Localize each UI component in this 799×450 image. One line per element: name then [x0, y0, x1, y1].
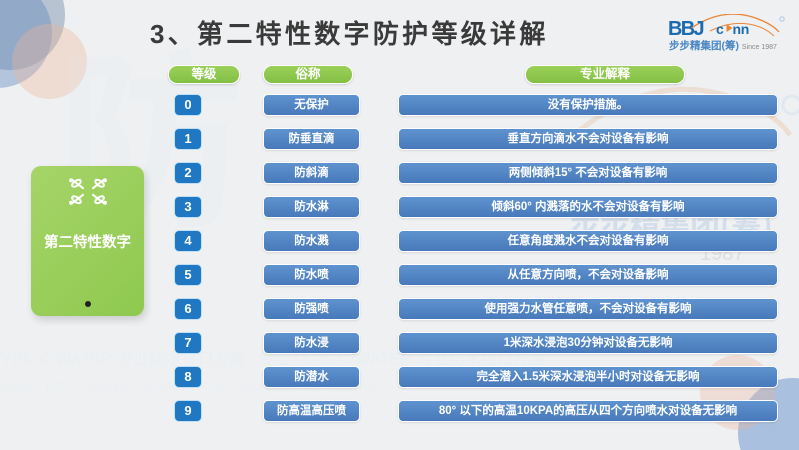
svg-text:BBJ: BBJ — [668, 18, 703, 40]
svg-text:nn: nn — [733, 21, 750, 37]
svg-text:c: c — [716, 21, 724, 37]
